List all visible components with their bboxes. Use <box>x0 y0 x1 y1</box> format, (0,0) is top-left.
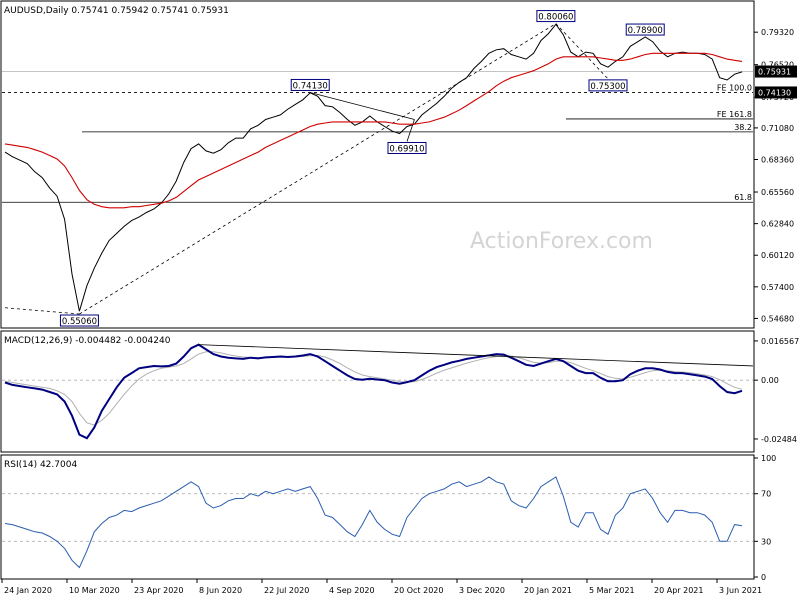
rsi-y-tick-label: 100 <box>761 454 776 463</box>
price-series <box>4 23 743 312</box>
rsi-series-line <box>4 476 743 569</box>
rsi-y-tick-label: 30 <box>761 537 771 546</box>
macd-series-macd <box>4 343 743 440</box>
price-y-axis: 0.793200.765200.737200.710800.683600.655… <box>754 28 794 323</box>
x-tick-label: 10 Mar 2020 <box>69 586 120 595</box>
price-annotation-box <box>387 141 427 154</box>
price-level-label: FE 161.8 <box>717 110 752 119</box>
price-annotation-label: 0.80060 <box>538 13 573 23</box>
x-tick-label: 3 Jun 2021 <box>719 586 762 595</box>
pattern-line <box>406 119 415 142</box>
price-level-label: 38.2 <box>734 123 752 132</box>
macd-y-axis: 0.016567 0.00 -0.02484 <box>754 337 799 444</box>
price-annotation-lines <box>4 23 609 315</box>
rsi-levels <box>2 493 753 542</box>
price-y-tick-label: 0.65560 <box>761 188 794 197</box>
rsi-y-tick-label: 70 <box>761 490 771 499</box>
price-annotation-label: 0.75300 <box>590 82 625 92</box>
x-tick-label: 3 Dec 2020 <box>459 586 505 595</box>
price-levels: FE 100.0 0.74130 FE 161.8 38.2 61.8 <box>2 71 797 203</box>
pattern-line <box>555 23 609 80</box>
level-price-tag <box>755 86 797 99</box>
price-panel-frame <box>0 0 755 329</box>
rsi-y-tick-label: 0 <box>761 573 766 582</box>
macd-y-tick-label: 0.016567 <box>761 337 799 346</box>
x-tick-label: 8 Jun 2020 <box>199 586 242 595</box>
price-y-tick-label: 0.54680 <box>761 314 794 323</box>
x-tick-label: 20 Oct 2020 <box>394 586 443 595</box>
x-tick-label: 22 Jul 2020 <box>264 586 309 595</box>
rsi-y-axis: 100 70 30 0 <box>754 454 776 582</box>
rsi-panel-label: RSI(14) 42.7004 <box>4 460 77 470</box>
price-y-tick-label: 0.79320 <box>761 28 794 37</box>
pattern-line <box>310 92 415 120</box>
rsi-panel-frame <box>0 454 755 580</box>
macd-trendline <box>198 344 754 367</box>
price-annotation-label: 0.69910 <box>389 144 424 154</box>
price-annotations: 0.55060 0.74130 0.69910 0.80060 0.75300 0.789… <box>59 10 665 327</box>
price-annotation-box <box>625 23 665 36</box>
price-y-tick-label: 0.62840 <box>761 220 794 229</box>
pattern-line <box>79 23 557 315</box>
rsi-series <box>4 476 743 569</box>
price-y-tick-label: 0.68360 <box>761 155 794 164</box>
x-tick-label: 5 Mar 2021 <box>589 586 635 595</box>
price-y-tick-label: 0.57400 <box>761 283 794 292</box>
price-annotation-box <box>59 314 99 327</box>
x-tick-label: 20 Jan 2021 <box>524 586 572 595</box>
price-level-label: 61.8 <box>734 193 752 202</box>
price-level-label: FE 100.0 <box>717 83 752 92</box>
x-tick-label: 20 Apr 2021 <box>654 586 703 595</box>
x-tick-label: 24 Jan 2020 <box>4 586 52 595</box>
x-axis: 24 Jan 2020 10 Mar 2020 23 Apr 2020 8 Jun 2… <box>1 579 762 595</box>
x-tick-label: 4 Sep 2020 <box>329 586 375 595</box>
price-series-audusd <box>4 23 743 312</box>
x-tick-label: 23 Apr 2020 <box>134 586 183 595</box>
macd-y-tick-label: -0.02484 <box>761 435 797 444</box>
price-annotation-label: 0.78900 <box>628 26 663 36</box>
macd-y-tick-label: 0.00 <box>761 376 779 385</box>
macd-panel-label: MACD(12,26,9) -0.004482 -0.004240 <box>4 336 171 346</box>
price-annotation-box <box>588 79 628 92</box>
price-annotation-label: 0.55060 <box>62 317 97 327</box>
last-price-tag: 0.75931 <box>755 65 797 78</box>
macd-series <box>4 343 754 440</box>
price-y-tick-label: 0.71080 <box>761 124 794 133</box>
price-y-tick-label: 0.60120 <box>761 251 794 260</box>
watermark: ActionForex.com <box>470 229 653 254</box>
price-annotation-box <box>290 78 330 91</box>
price-annotation-box <box>536 10 576 23</box>
price-series-ema <box>4 52 743 209</box>
pattern-line <box>4 307 80 315</box>
last-price-tag-label: 0.75931 <box>758 68 791 77</box>
price-annotation-label: 0.74130 <box>293 81 328 91</box>
level-price-tag-label: 0.74130 <box>758 88 791 97</box>
last-price-tag-box <box>755 65 797 78</box>
macd-panel-frame <box>0 330 755 453</box>
price-y-tick-label: 0.76520 <box>761 61 794 70</box>
price-panel-title: AUDUSD,Daily 0.75741 0.75942 0.75741 0.7… <box>4 6 229 16</box>
macd-series-signal <box>4 351 743 426</box>
